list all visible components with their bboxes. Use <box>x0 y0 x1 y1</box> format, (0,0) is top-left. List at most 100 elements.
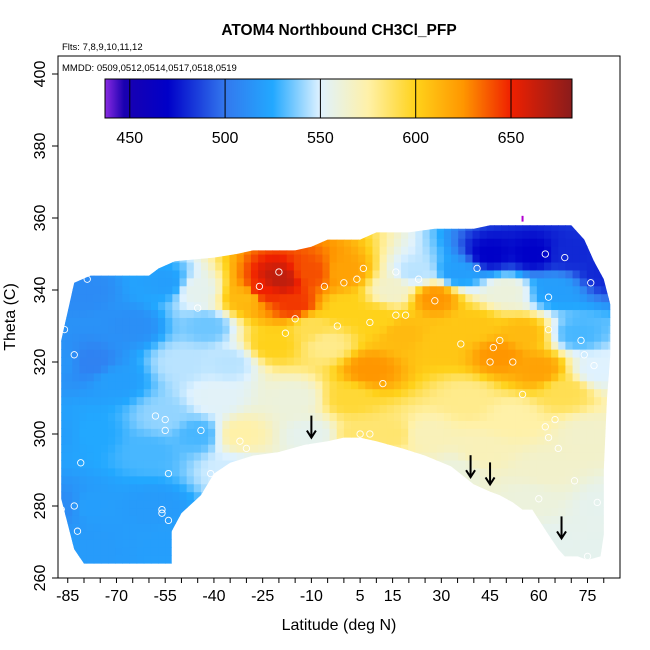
heatmap-cell <box>215 309 223 318</box>
heatmap-cell <box>586 293 595 303</box>
heatmap-cell <box>522 293 531 303</box>
heatmap-cell <box>315 301 324 311</box>
heatmap-cell <box>193 293 202 303</box>
heatmap-cell <box>443 483 452 493</box>
heatmap-cell <box>379 539 388 548</box>
heatmap-cell <box>558 507 567 516</box>
heatmap-cell <box>137 206 145 215</box>
heatmap-cell <box>208 230 216 239</box>
heatmap-cell <box>379 467 388 477</box>
heatmap-cell <box>351 230 359 239</box>
heatmap-cell <box>222 254 231 263</box>
heatmap-cell <box>308 372 316 382</box>
heatmap-cell <box>237 214 245 223</box>
heatmap-cell <box>365 269 374 279</box>
heatmap-cell <box>72 452 81 461</box>
heatmap-cell <box>558 483 567 493</box>
heatmap-cell <box>358 356 366 366</box>
heatmap-cell <box>472 238 481 247</box>
heatmap-cell <box>358 523 366 532</box>
heatmap-cell <box>265 531 274 540</box>
heatmap-cell <box>329 483 338 493</box>
heatmap-cell <box>86 254 95 263</box>
heatmap-cell <box>393 483 402 493</box>
heatmap-cell <box>344 214 352 223</box>
heatmap-cell <box>365 246 374 255</box>
heatmap-cell <box>401 341 409 350</box>
heatmap-cell <box>61 499 66 509</box>
heatmap-cell <box>143 404 152 413</box>
heatmap-cell <box>486 531 495 540</box>
heatmap-cell <box>586 285 595 295</box>
heatmap-cell <box>186 372 195 382</box>
heatmap-cell <box>615 357 623 366</box>
heatmap-cell <box>158 261 166 271</box>
heatmap-cell <box>543 341 552 350</box>
heatmap-cell <box>472 444 481 453</box>
heatmap-cell <box>393 436 402 445</box>
heatmap-cell <box>543 547 552 556</box>
heatmap-cell <box>308 317 316 326</box>
heatmap-cell <box>379 356 388 366</box>
heatmap-cell <box>258 261 266 271</box>
heatmap-cell <box>279 246 288 255</box>
heatmap-cell <box>601 372 609 382</box>
heatmap-cell <box>543 301 552 311</box>
heatmap-cell <box>315 293 324 303</box>
heatmap-cell <box>479 562 488 564</box>
heatmap-cell <box>443 254 452 263</box>
heatmap-cell <box>143 547 152 556</box>
heatmap-cell <box>86 380 95 390</box>
heatmap-cell <box>429 554 438 564</box>
sample-point <box>255 282 264 291</box>
heatmap-cell <box>143 531 152 540</box>
heatmap-cell <box>72 206 80 215</box>
heatmap-cell <box>543 269 552 279</box>
heatmap-cell <box>300 372 309 382</box>
heatmap-cell <box>543 515 552 524</box>
heatmap-cell <box>472 261 481 271</box>
sample-point <box>379 379 387 388</box>
heatmap-cell <box>372 349 381 358</box>
heatmap-cell <box>272 459 281 469</box>
heatmap-cell <box>543 349 552 358</box>
heatmap-cell <box>479 285 488 295</box>
heatmap-cell <box>522 562 531 564</box>
heatmap-cell <box>501 554 509 564</box>
heatmap-cell <box>65 364 73 374</box>
heatmap-cell <box>565 341 574 350</box>
heatmap-cell <box>472 364 481 374</box>
heatmap-cell <box>136 412 145 421</box>
heatmap-cell <box>451 412 459 421</box>
heatmap-cell <box>293 254 302 263</box>
heatmap-cell <box>586 225 595 231</box>
heatmap-cell <box>486 372 495 382</box>
heatmap-cell <box>522 238 531 247</box>
heatmap-cell <box>558 206 566 215</box>
heatmap-cell <box>608 293 611 303</box>
heatmap-cell <box>286 301 295 311</box>
heatmap-cell <box>108 459 116 469</box>
heatmap-cell <box>329 444 338 453</box>
heatmap-cell <box>279 554 288 564</box>
heatmap-cell <box>515 428 524 437</box>
heatmap-cell <box>429 436 438 445</box>
heatmap-cell <box>358 562 366 564</box>
heatmap-cell <box>329 246 338 255</box>
heatmap-cell <box>100 420 109 429</box>
heatmap-cell <box>508 277 516 287</box>
heatmap-cell <box>508 554 516 564</box>
heatmap-cell <box>472 531 481 540</box>
heatmap-cell <box>108 444 116 453</box>
heatmap-cell <box>61 420 66 429</box>
heatmap-cell <box>572 333 581 342</box>
heatmap-cell <box>586 388 595 398</box>
heatmap-cell <box>386 269 395 279</box>
heatmap-cell <box>429 459 438 469</box>
heatmap-cell <box>79 325 88 334</box>
heatmap-cell <box>272 404 281 413</box>
heatmap-cell <box>186 238 195 247</box>
heatmap-cell <box>222 309 231 318</box>
heatmap-cell <box>158 269 166 279</box>
